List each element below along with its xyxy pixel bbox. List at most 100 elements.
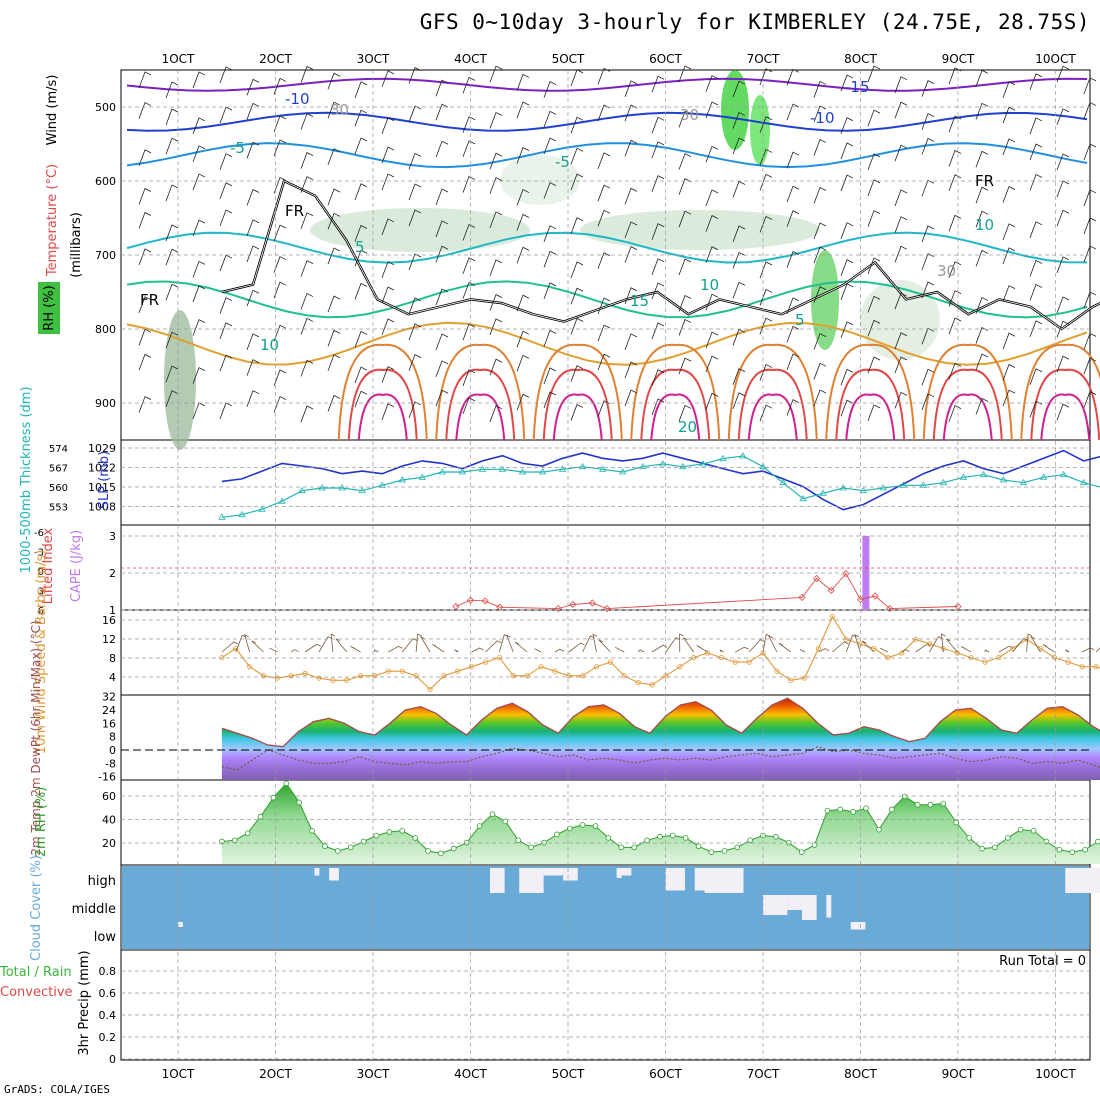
wind-barb xyxy=(219,66,233,84)
contour-label: 5 xyxy=(795,311,805,329)
time-label-bottom: 5OCT xyxy=(552,1067,585,1081)
wind-barb xyxy=(543,391,557,409)
surface-wind-barb xyxy=(880,647,889,653)
lifted-index-tick: -3 xyxy=(34,548,44,559)
wind-barb xyxy=(570,217,584,234)
wind-barb xyxy=(921,80,935,97)
cloud-gap-high xyxy=(314,868,320,876)
wind-barb xyxy=(489,259,503,277)
wind-speed-point xyxy=(732,659,738,665)
wind-barb xyxy=(732,251,746,269)
rh-point xyxy=(386,829,393,835)
wind-barb xyxy=(840,222,854,239)
wind-barb xyxy=(327,101,341,119)
thickness-point xyxy=(1019,478,1028,486)
wind-barb xyxy=(651,141,665,159)
wind-barb xyxy=(516,246,530,264)
warm-contour xyxy=(825,343,916,441)
wind-barb xyxy=(975,353,989,371)
wind-barb xyxy=(219,182,233,199)
run-total-label: Run Total = 0 xyxy=(999,954,1086,969)
wind-side-label: Wind (m/s) xyxy=(45,75,60,146)
wind-barb xyxy=(624,246,638,263)
wind-barb xyxy=(165,81,179,99)
wind-barb xyxy=(894,391,908,409)
warm-contour xyxy=(630,343,721,441)
wind-barb xyxy=(570,116,584,134)
wind-barb xyxy=(489,152,503,170)
wind-barb xyxy=(975,327,989,344)
wind-speed-point xyxy=(371,673,378,679)
temp-tick: 16 xyxy=(102,717,116,730)
wind-barb xyxy=(921,179,935,197)
wind-barb xyxy=(408,67,422,84)
wind-barb xyxy=(246,245,260,263)
rh-point xyxy=(618,844,625,851)
wind-barb xyxy=(867,356,881,374)
wind-barb xyxy=(516,101,530,119)
rh-point xyxy=(940,800,947,807)
wind-barb xyxy=(867,109,881,127)
wind-speed-point xyxy=(704,650,711,656)
lifted-index-tick: -6 xyxy=(34,528,44,539)
surface-wind-barb xyxy=(861,640,875,653)
wind-barb xyxy=(516,147,530,164)
wind-barb xyxy=(246,219,260,236)
wind-speed-point xyxy=(1010,645,1016,652)
wind-barb xyxy=(354,249,368,267)
wind-barb xyxy=(300,65,314,83)
wind-barb xyxy=(354,81,368,99)
wind-speed-point xyxy=(247,664,253,670)
thickness-point xyxy=(578,462,587,470)
wind-barb xyxy=(1083,102,1097,119)
wind-barb xyxy=(354,366,368,384)
contour-label: 30 xyxy=(330,101,349,119)
rh-point xyxy=(489,811,496,817)
chart-title: GFS 0~10day 3-hourly for KIMBERLEY (24.7… xyxy=(419,10,1090,34)
wind-barb xyxy=(462,397,476,414)
rh-point xyxy=(824,807,831,814)
wind-barb xyxy=(435,389,449,407)
rh-shading xyxy=(721,70,749,150)
wind-barb xyxy=(759,68,773,85)
wind-barb xyxy=(732,80,746,98)
wind-barb xyxy=(678,294,692,312)
lifted-index-point xyxy=(813,574,821,583)
surface-wind-barb xyxy=(818,648,830,653)
surface-wind-barb xyxy=(735,646,749,653)
temperature-contour xyxy=(126,231,1088,264)
wind-barb xyxy=(435,245,449,263)
wind-barb xyxy=(867,65,881,83)
wind-barb xyxy=(138,211,152,229)
wind-barb xyxy=(381,366,395,383)
thickness-point xyxy=(699,460,707,467)
wind-barb xyxy=(192,367,206,384)
wind-barb xyxy=(1056,108,1070,126)
wind-barb xyxy=(354,330,368,348)
panel-content xyxy=(38,65,1100,949)
precip-axis-label: 3hr Precip (mm) xyxy=(77,950,92,1055)
wind-barb xyxy=(300,405,314,423)
wind-barb xyxy=(1029,368,1043,385)
rh-area xyxy=(221,783,1100,864)
wind-barb xyxy=(894,189,908,207)
wind-barb xyxy=(165,365,179,383)
surface-wind-barb xyxy=(243,633,251,653)
wind-barb xyxy=(192,145,206,163)
thickness-axis-label: 1000-500mb Thickness (dm) xyxy=(19,386,34,573)
rh-point xyxy=(554,831,560,838)
cloud-gap-high xyxy=(616,868,632,876)
surface-wind-barb xyxy=(432,643,445,653)
wind-barb xyxy=(381,173,395,191)
surface-wind-barb xyxy=(335,638,348,653)
rh-point xyxy=(1095,838,1100,845)
thickness-point xyxy=(719,454,727,462)
rh-point xyxy=(412,835,418,841)
wind-barb xyxy=(840,174,854,192)
slp-tick: 1008 xyxy=(88,501,116,514)
wind-barb xyxy=(705,145,719,163)
temp-tick: 24 xyxy=(102,704,116,717)
contour-label: -10 xyxy=(285,90,310,108)
wind-barb xyxy=(300,292,314,310)
rh-point xyxy=(438,850,444,857)
